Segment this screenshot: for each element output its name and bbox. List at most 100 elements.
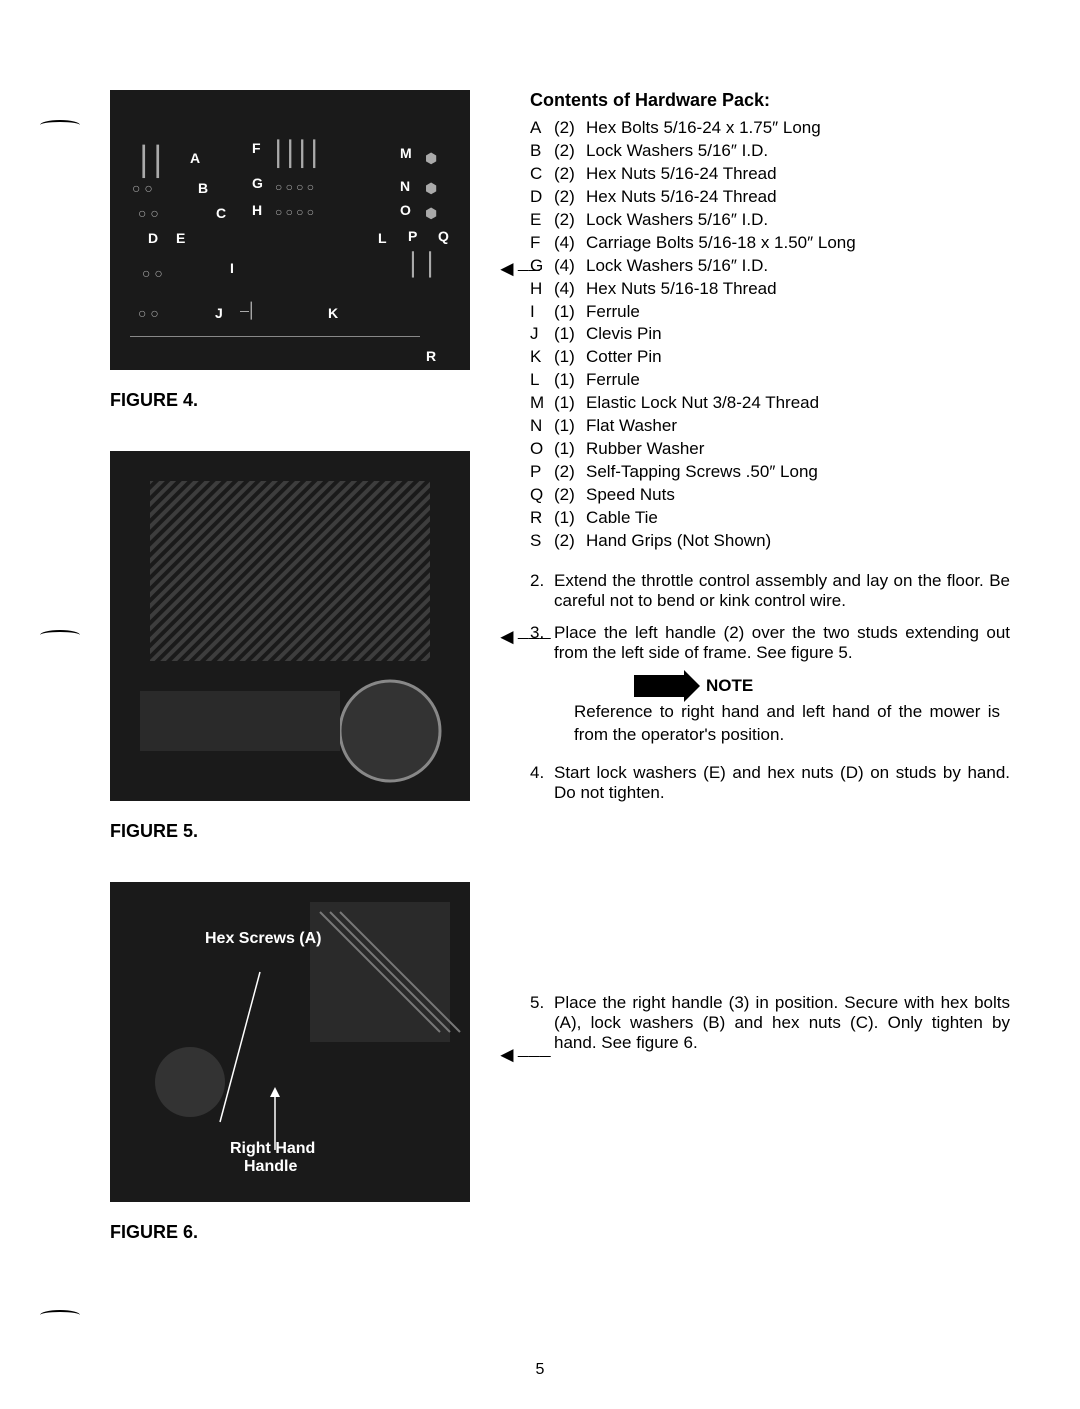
hardware-desc: Ferrule bbox=[586, 369, 1010, 392]
hardware-desc: Hand Grips (Not Shown) bbox=[586, 530, 1010, 553]
fig4-label-G: G bbox=[252, 175, 263, 191]
hardware-key: R bbox=[530, 507, 554, 530]
fig4-label-Q: Q bbox=[438, 228, 449, 244]
left-column: A B C D E F G H I J K L M N O P Q R ⎢⎢ ○… bbox=[110, 90, 490, 1243]
hardware-item: L(1)Ferrule bbox=[530, 369, 1010, 392]
hardware-qty: (4) bbox=[554, 232, 586, 255]
fig4-label-E: E bbox=[176, 230, 185, 246]
figure-6-image: Hex Screws (A) Right Hand Handle bbox=[110, 882, 470, 1202]
page-columns: A B C D E F G H I J K L M N O P Q R ⎢⎢ ○… bbox=[110, 90, 1010, 1243]
step-4: 4. Start lock washers (E) and hex nuts (… bbox=[530, 763, 1010, 803]
hardware-desc: Hex Bolts 5/16-24 x 1.75″ Long bbox=[586, 117, 1010, 140]
hardware-desc: Cotter Pin bbox=[586, 346, 1010, 369]
fig6-hex-screws-label: Hex Screws (A) bbox=[205, 930, 322, 948]
hardware-qty: (1) bbox=[554, 346, 586, 369]
hardware-item-list: A(2)Hex Bolts 5/16-24 x 1.75″ LongB(2)Lo… bbox=[530, 117, 1010, 553]
step-text: Place the right handle (3) in position. … bbox=[554, 993, 1010, 1053]
hardware-qty: (2) bbox=[554, 140, 586, 163]
figure-5-caption: FIGURE 5. bbox=[110, 821, 490, 842]
hardware-desc: Lock Washers 5/16″ I.D. bbox=[586, 255, 1010, 278]
reference-arrow-fig5: ◄⎯⎯⎯ bbox=[496, 624, 551, 650]
hardware-qty: (1) bbox=[554, 438, 586, 461]
hardware-qty: (2) bbox=[554, 530, 586, 553]
hardware-key: N bbox=[530, 415, 554, 438]
hardware-key: S bbox=[530, 530, 554, 553]
hardware-qty: (1) bbox=[554, 392, 586, 415]
hardware-desc: Clevis Pin bbox=[586, 323, 1010, 346]
hardware-desc: Ferrule bbox=[586, 301, 1010, 324]
fig4-label-P: P bbox=[408, 228, 417, 244]
hardware-key: E bbox=[530, 209, 554, 232]
fig4-label-F: F bbox=[252, 140, 261, 156]
hardware-key: I bbox=[530, 301, 554, 324]
hardware-item: F(4)Carriage Bolts 5/16-18 x 1.50″ Long bbox=[530, 232, 1010, 255]
hardware-key: M bbox=[530, 392, 554, 415]
hardware-qty: (2) bbox=[554, 186, 586, 209]
fig6-right-hand-label: Right Hand bbox=[230, 1140, 315, 1158]
hardware-item: P(2)Self-Tapping Screws .50″ Long bbox=[530, 461, 1010, 484]
page-curl-mark bbox=[40, 120, 80, 130]
hardware-item: K(1)Cotter Pin bbox=[530, 346, 1010, 369]
fig4-label-H: H bbox=[252, 202, 262, 218]
hardware-item: B(2)Lock Washers 5/16″ I.D. bbox=[530, 140, 1010, 163]
page-curl-mark-2 bbox=[40, 630, 80, 640]
fig4-label-K: K bbox=[328, 305, 338, 321]
hardware-qty: (1) bbox=[554, 415, 586, 438]
fig4-label-L: L bbox=[378, 230, 387, 246]
hardware-qty: (2) bbox=[554, 117, 586, 140]
hardware-desc: Hex Nuts 5/16-24 Thread bbox=[586, 186, 1010, 209]
hardware-qty: (1) bbox=[554, 323, 586, 346]
hardware-key: P bbox=[530, 461, 554, 484]
right-column: Contents of Hardware Pack: A(2)Hex Bolts… bbox=[530, 90, 1010, 1243]
hardware-desc: Lock Washers 5/16″ I.D. bbox=[586, 140, 1010, 163]
figure-4-caption: FIGURE 4. bbox=[110, 390, 490, 411]
hardware-key: O bbox=[530, 438, 554, 461]
hardware-item: R(1)Cable Tie bbox=[530, 507, 1010, 530]
note-arrow-icon bbox=[634, 675, 684, 697]
hardware-key: A bbox=[530, 117, 554, 140]
hardware-qty: (2) bbox=[554, 209, 586, 232]
page-curl-mark-3 bbox=[40, 1310, 80, 1320]
hardware-key: K bbox=[530, 346, 554, 369]
hardware-item: N(1)Flat Washer bbox=[530, 415, 1010, 438]
reference-arrow-h: ◄⎯⎯ bbox=[496, 256, 540, 282]
hardware-qty: (4) bbox=[554, 278, 586, 301]
hardware-key: F bbox=[530, 232, 554, 255]
hardware-qty: (1) bbox=[554, 507, 586, 530]
hardware-desc: Hex Nuts 5/16-24 Thread bbox=[586, 163, 1010, 186]
hardware-item: I(1)Ferrule bbox=[530, 301, 1010, 324]
figure-6-caption: FIGURE 6. bbox=[110, 1222, 490, 1243]
hardware-desc: Rubber Washer bbox=[586, 438, 1010, 461]
fig6-handle-label: Handle bbox=[244, 1158, 297, 1176]
hardware-qty: (4) bbox=[554, 255, 586, 278]
note-label: NOTE bbox=[706, 676, 753, 696]
hardware-key: B bbox=[530, 140, 554, 163]
step-3: 3. Place the left handle (2) over the tw… bbox=[530, 623, 1010, 663]
hardware-item: O(1)Rubber Washer bbox=[530, 438, 1010, 461]
instruction-steps: 2. Extend the throttle control assembly … bbox=[530, 571, 1010, 663]
hardware-desc: Elastic Lock Nut 3/8-24 Thread bbox=[586, 392, 1010, 415]
page-number: 5 bbox=[536, 1361, 545, 1379]
fig4-label-B: B bbox=[198, 180, 208, 196]
figure-4-image: A B C D E F G H I J K L M N O P Q R ⎢⎢ ○… bbox=[110, 90, 470, 370]
hardware-desc: Lock Washers 5/16″ I.D. bbox=[586, 209, 1010, 232]
step-text: Start lock washers (E) and hex nuts (D) … bbox=[554, 763, 1010, 803]
step-5: 5. Place the right handle (3) in positio… bbox=[530, 993, 1010, 1053]
hardware-key: L bbox=[530, 369, 554, 392]
hardware-key: J bbox=[530, 323, 554, 346]
step-number: 2. bbox=[530, 571, 554, 611]
fig4-label-R: R bbox=[426, 348, 436, 364]
fig4-label-C: C bbox=[216, 205, 226, 221]
fig4-label-J: J bbox=[215, 305, 223, 321]
step-text: Extend the throttle control assembly and… bbox=[554, 571, 1010, 611]
fig4-label-M: M bbox=[400, 145, 412, 161]
step-2: 2. Extend the throttle control assembly … bbox=[530, 571, 1010, 611]
hardware-item: E(2)Lock Washers 5/16″ I.D. bbox=[530, 209, 1010, 232]
figure-5-image bbox=[110, 451, 470, 801]
hardware-key: Q bbox=[530, 484, 554, 507]
fig4-label-I: I bbox=[230, 260, 234, 276]
hardware-item: Q(2)Speed Nuts bbox=[530, 484, 1010, 507]
hardware-qty: (1) bbox=[554, 369, 586, 392]
hardware-item: S(2)Hand Grips (Not Shown) bbox=[530, 530, 1010, 553]
hardware-qty: (2) bbox=[554, 461, 586, 484]
